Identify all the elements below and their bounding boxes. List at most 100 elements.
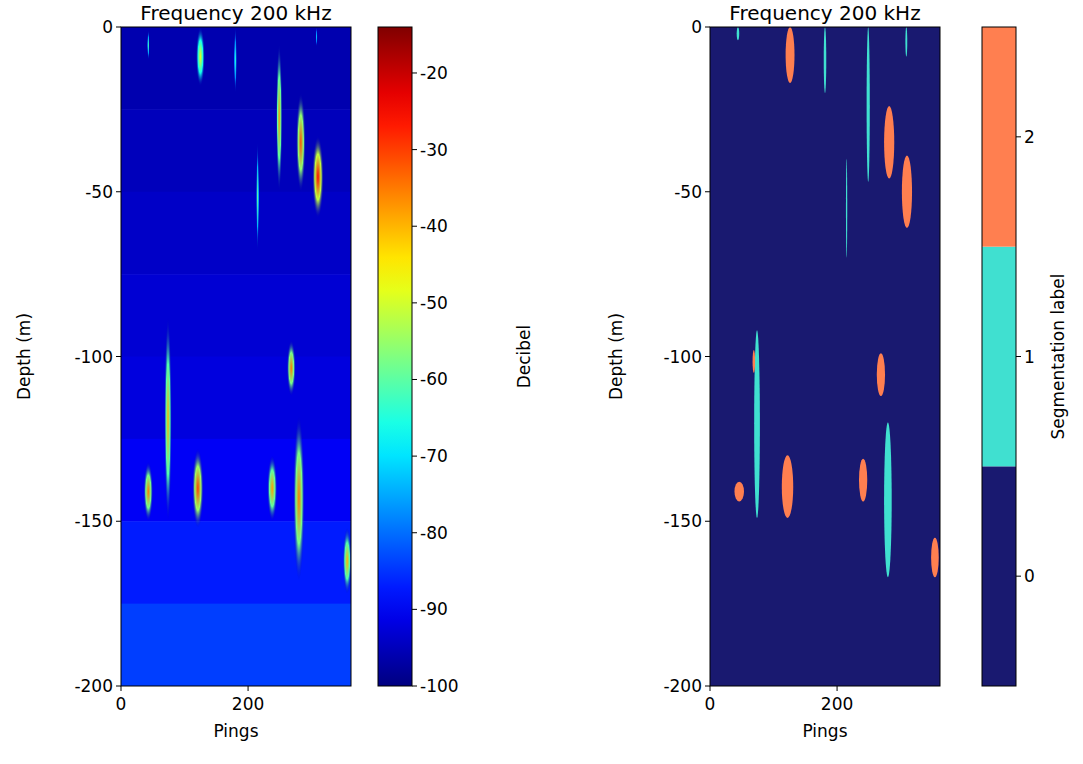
colorbar-tick-label: 0: [1024, 566, 1035, 586]
y-axis-label: Depth (m): [606, 313, 626, 400]
y-tick: [116, 27, 121, 28]
y-tick: [705, 521, 710, 522]
colorbar-tick: [412, 532, 417, 533]
plot-area: [121, 27, 351, 686]
y-axis-label: Depth (m): [14, 313, 34, 400]
segment: [734, 482, 744, 502]
x-axis-label: Pings: [802, 721, 847, 741]
school: [312, 136, 323, 218]
school: [144, 462, 154, 521]
colorbar-tick: [1016, 136, 1021, 137]
y-tick: [116, 356, 121, 357]
background-class: [710, 27, 940, 686]
school: [192, 449, 203, 528]
x-tick-label: 200: [821, 694, 853, 714]
school: [296, 93, 306, 192]
segment: [786, 27, 795, 83]
colorbar: [378, 27, 412, 686]
colorbar-block: [982, 466, 1016, 686]
colorbar-tick-label: -80: [420, 523, 448, 543]
colorbar-tick-label: -100: [420, 676, 459, 696]
colorbar-tick: [412, 609, 417, 610]
colorbar-tick: [1016, 576, 1021, 577]
segment: [905, 27, 907, 57]
colorbar-tick: [412, 686, 417, 687]
x-tick-label: 0: [705, 694, 716, 714]
colorbar-block: [982, 247, 1016, 467]
school: [164, 317, 172, 521]
colorbar-tick-label: 1: [1024, 347, 1035, 367]
colorbar-tick: [412, 302, 417, 303]
school: [276, 43, 282, 191]
y-tick-label: -100: [74, 347, 113, 367]
y-tick: [116, 686, 121, 687]
x-tick: [248, 686, 249, 691]
school: [316, 27, 318, 47]
y-tick: [705, 686, 710, 687]
background-band: [121, 357, 351, 440]
school: [293, 416, 304, 581]
x-axis-label: Pings: [213, 721, 258, 741]
background-band: [121, 27, 351, 110]
colorbar-label: Decibel: [514, 325, 534, 389]
x-tick-label: 0: [116, 694, 127, 714]
colorbar-tick: [1016, 356, 1021, 357]
y-tick-label: -150: [74, 511, 113, 531]
colorbar-tick-label: -90: [420, 599, 448, 619]
colorbar-tick-label: -40: [420, 216, 448, 236]
school: [196, 27, 205, 86]
colorbar-tick-label: -70: [420, 446, 448, 466]
school: [147, 30, 150, 60]
y-tick: [705, 356, 710, 357]
x-tick: [837, 686, 838, 691]
y-tick-label: -200: [663, 676, 702, 696]
x-tick: [121, 686, 122, 691]
colorbar-tick-label: -30: [420, 140, 448, 160]
plot-frame: [121, 27, 351, 686]
background-band: [121, 274, 351, 357]
background-band: [121, 604, 351, 686]
segment: [884, 422, 892, 577]
plot-area: [710, 27, 940, 686]
colorbar-label: Segmentation label: [1048, 274, 1068, 440]
title: Frequency 200 kHz: [140, 1, 331, 25]
school: [256, 142, 259, 251]
x-tick-label: 200: [232, 694, 264, 714]
title: Frequency 200 kHz: [729, 1, 920, 25]
y-tick-label: -200: [74, 676, 113, 696]
segment: [737, 27, 740, 40]
colorbar-tick: [412, 149, 417, 150]
segment: [931, 538, 939, 578]
segment: [782, 455, 793, 518]
y-tick: [705, 27, 710, 28]
colorbar-tick: [412, 226, 417, 227]
colorbar-tick-label: -60: [420, 369, 448, 389]
y-tick: [116, 191, 121, 192]
segment: [824, 27, 827, 93]
colorbar-tick: [412, 72, 417, 73]
segment: [884, 106, 894, 178]
y-tick-label: -100: [663, 347, 702, 367]
colorbar-tick-label: 2: [1024, 127, 1035, 147]
segment: [753, 350, 756, 373]
colorbar-tick-label: -20: [420, 63, 448, 83]
y-tick-label: -50: [674, 182, 702, 202]
segment: [846, 159, 847, 258]
school: [267, 455, 277, 521]
school: [234, 27, 237, 93]
y-tick-label: -50: [85, 182, 113, 202]
colorbar-tick: [412, 379, 417, 380]
background-band: [121, 439, 351, 522]
colorbar-block: [982, 27, 1016, 247]
school: [343, 528, 351, 594]
y-tick-label: -150: [663, 511, 702, 531]
y-tick-label: 0: [102, 17, 113, 37]
y-tick: [116, 521, 121, 522]
figure: 02000-50-100-150-200Frequency 200 kHzPin…: [0, 0, 1083, 764]
school: [287, 340, 296, 396]
colorbar-tick-label: -50: [420, 293, 448, 313]
colorbar-frame: [378, 27, 412, 686]
background-band: [121, 521, 351, 604]
y-tick: [705, 191, 710, 192]
y-tick-label: 0: [691, 17, 702, 37]
